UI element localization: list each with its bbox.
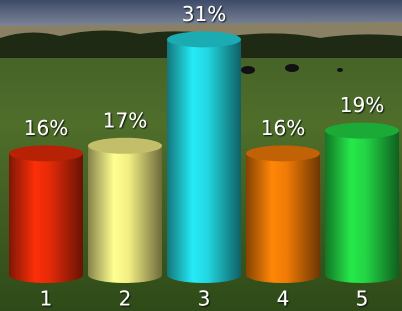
value-label: 17% xyxy=(103,108,147,132)
bar-top xyxy=(167,31,241,47)
value-label: 19% xyxy=(340,93,384,117)
bar xyxy=(246,153,320,275)
x-tick-label: 1 xyxy=(40,287,53,311)
cow xyxy=(337,68,343,72)
x-tick-label: 5 xyxy=(356,287,369,311)
bar-top xyxy=(88,138,162,154)
value-label: 16% xyxy=(24,116,68,140)
x-tick-label: 2 xyxy=(119,287,132,311)
bar xyxy=(167,39,241,275)
x-tick-label: 4 xyxy=(277,287,290,311)
bar-top xyxy=(325,123,399,139)
value-label: 31% xyxy=(182,2,226,26)
chart: 16% 1 17% 2 31% 3 16% 4 19% 5 xyxy=(0,0,402,311)
cow xyxy=(241,66,255,74)
bar xyxy=(88,146,162,275)
page: 16%117%231%316%419%5 (() => { const data… xyxy=(0,0,402,311)
cow xyxy=(285,64,299,72)
bar xyxy=(9,153,83,275)
bar xyxy=(325,131,399,275)
bar-top xyxy=(9,145,83,161)
bar-top xyxy=(246,145,320,161)
x-tick-label: 3 xyxy=(198,287,211,311)
value-label: 16% xyxy=(261,116,305,140)
